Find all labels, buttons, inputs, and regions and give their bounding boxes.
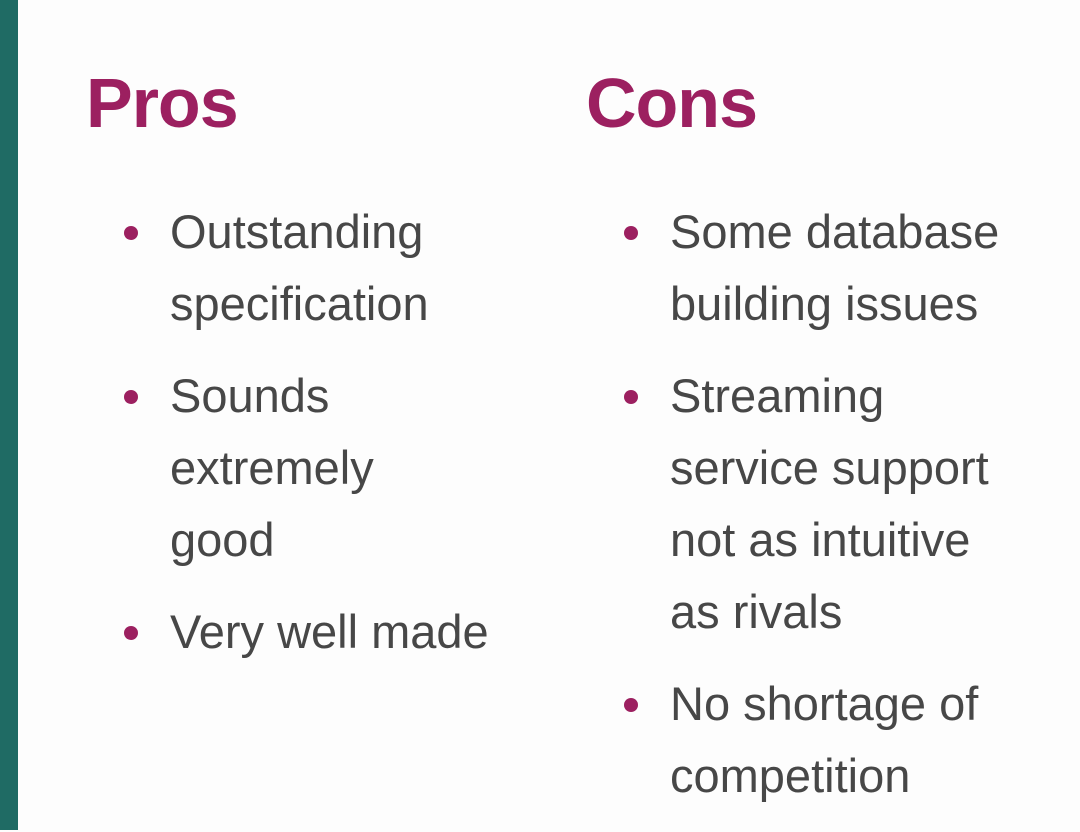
list-item: Some database building issues <box>586 196 1066 340</box>
list-item-text: No shortage of competition <box>670 677 979 802</box>
cons-list: Some database building issues Streaming … <box>586 196 1066 812</box>
list-item-text: Very well made <box>170 605 489 658</box>
list-item: Sounds extremely good <box>86 360 546 576</box>
list-item: Streaming service support not as intuiti… <box>586 360 1066 648</box>
list-item: No shortage of competition <box>586 668 1066 812</box>
pros-title: Pros <box>86 64 239 142</box>
list-item: Very well made <box>86 596 546 668</box>
pros-column: Pros Outstanding specification Sounds ex… <box>86 58 546 688</box>
bullet-icon <box>624 226 638 240</box>
list-item-text: Streaming service support not as intuiti… <box>670 369 989 638</box>
bullet-icon <box>624 390 638 404</box>
list-item-text: Sounds extremely good <box>170 369 374 566</box>
list-item-text: Outstanding specification <box>170 205 429 330</box>
side-accent-bar <box>0 0 18 830</box>
bullet-icon <box>124 390 138 404</box>
bullet-icon <box>124 226 138 240</box>
pros-list: Outstanding specification Sounds extreme… <box>86 196 546 668</box>
cons-column: Cons Some database building issues Strea… <box>586 58 1066 832</box>
cons-title: Cons <box>586 64 758 142</box>
bullet-icon <box>124 626 138 640</box>
bullet-icon <box>624 698 638 712</box>
list-item-text: Some database building issues <box>670 205 1000 330</box>
list-item: Outstanding specification <box>86 196 546 340</box>
